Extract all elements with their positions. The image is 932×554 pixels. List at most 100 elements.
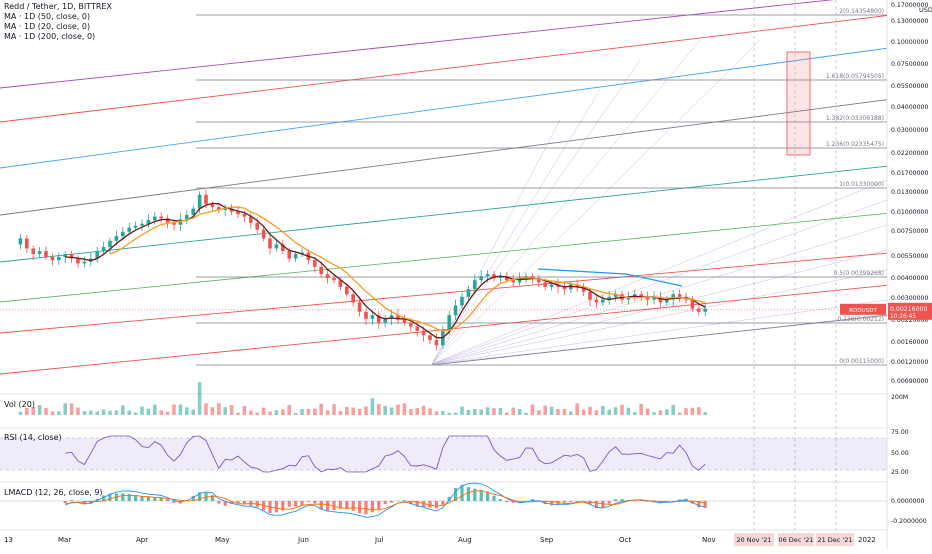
trend-line-blue — [537, 268, 627, 275]
indicator-ma200[interactable]: MA · 1D (200, close, 0) — [4, 32, 96, 41]
volume-bar — [601, 405, 605, 415]
symbol-title[interactable]: Redd / Tether, 1D, BITTREX — [4, 2, 112, 11]
candle-body — [274, 244, 279, 249]
macd-histogram-bar — [345, 501, 349, 509]
candle-body — [191, 208, 195, 215]
candle-body — [588, 291, 592, 300]
volume-bar — [172, 404, 176, 415]
volume-bar — [690, 407, 695, 415]
macd-histogram-bar — [377, 501, 381, 510]
macd-histogram-bar — [326, 501, 330, 512]
volume-bar — [37, 405, 42, 415]
volume-bar — [671, 404, 675, 415]
time-axis-label: Sep — [540, 536, 554, 544]
macd-histogram-bar — [396, 500, 400, 502]
rsi-level-label: 25.00 — [891, 469, 909, 476]
macd-histogram-bar — [223, 501, 227, 506]
volume-bar — [588, 406, 592, 415]
volume-bar — [396, 404, 400, 415]
candle-body — [242, 214, 247, 217]
time-axis-label: Apr — [136, 536, 148, 544]
trend-parallel-line — [0, 99, 888, 216]
candle-body — [428, 335, 432, 341]
candle-body — [57, 256, 61, 261]
volume-bar — [511, 407, 515, 415]
candle-body — [281, 244, 285, 252]
volume-bar — [351, 407, 355, 415]
candle-body — [313, 260, 317, 267]
volume-bar — [415, 407, 419, 415]
volume-bar — [319, 403, 323, 415]
volume-bar — [249, 410, 253, 415]
volume-bar — [345, 406, 349, 415]
macd-histogram-bar — [294, 501, 298, 507]
candle-body — [25, 238, 29, 249]
volume-bar — [268, 411, 272, 415]
volume-bar — [242, 406, 247, 415]
fan-line — [431, 59, 641, 365]
macd-histogram-bar — [569, 501, 573, 502]
volume-bar — [364, 406, 368, 415]
candle-body — [505, 276, 509, 281]
candle-body — [101, 247, 106, 252]
macd-histogram-bar — [383, 501, 387, 505]
volume-bar — [153, 404, 157, 415]
indicator-ma50[interactable]: MA · 1D (50, close, 0) — [4, 12, 91, 21]
candle-body — [140, 223, 144, 226]
volume-bar — [479, 409, 483, 415]
macd-histogram-bar — [607, 501, 611, 504]
time-axis-label: May — [215, 536, 229, 544]
macd-histogram-bar — [633, 501, 637, 502]
volume-bar — [44, 408, 48, 415]
time-axis-label: 13 — [4, 536, 13, 544]
volume-bar — [645, 408, 650, 415]
macd-histogram-bar — [191, 495, 195, 501]
fib-level-label: 1(0.01330000) — [839, 181, 884, 188]
fib-level-label: 1.618(0.05794505) — [826, 73, 884, 80]
candle-body — [453, 305, 458, 316]
rsi-pane-label[interactable]: RSI (14, close) — [4, 433, 62, 442]
price-axis-label: 0.00120000 — [891, 359, 928, 366]
macd-histogram-bar — [460, 484, 464, 501]
fan-line — [431, 199, 888, 365]
price-axis-label: 0.01000000 — [891, 209, 928, 216]
candle-body — [594, 299, 599, 303]
volume-bar — [108, 410, 112, 415]
macd-histogram-bar — [409, 501, 413, 505]
macd-signal-line — [65, 490, 706, 511]
macd-histogram-bar — [370, 501, 374, 513]
candle-body — [562, 286, 567, 290]
indicator-ma20[interactable]: MA · 1D (20, close, 0) — [4, 22, 91, 31]
macd-histogram-bar — [281, 501, 285, 511]
volume-bar — [281, 409, 285, 415]
price-axis-label: 0.00400000 — [891, 275, 928, 282]
candle-body — [370, 315, 375, 319]
macd-histogram-bar — [434, 501, 438, 509]
volume-bar — [652, 412, 656, 415]
volume-bar — [569, 411, 573, 415]
volume-bar — [473, 409, 477, 415]
macd-histogram-bar — [134, 494, 138, 501]
candle-body — [159, 216, 163, 219]
volume-bar — [613, 407, 618, 415]
volume-bar — [665, 409, 669, 415]
candle-body — [249, 216, 253, 223]
volume-bar — [370, 398, 375, 415]
volume-bar — [357, 408, 362, 415]
volume-bar — [677, 412, 682, 415]
trend-parallel-line — [0, 252, 888, 334]
volume-bar — [466, 409, 471, 415]
macd-pane-label[interactable]: LMACD (12, 26, close, 9) — [4, 488, 103, 497]
macd-histogram-bar — [479, 489, 483, 501]
candle-body — [197, 194, 202, 209]
volume-bar — [165, 411, 170, 415]
macd-histogram-bar — [153, 496, 157, 501]
macd-histogram-bar — [390, 501, 394, 503]
candle-body — [639, 294, 643, 297]
macd-histogram-bar — [601, 501, 605, 508]
candle-body — [530, 276, 535, 279]
candle-body — [76, 258, 80, 264]
volume-pane-label[interactable]: Vol (20) — [4, 400, 35, 409]
